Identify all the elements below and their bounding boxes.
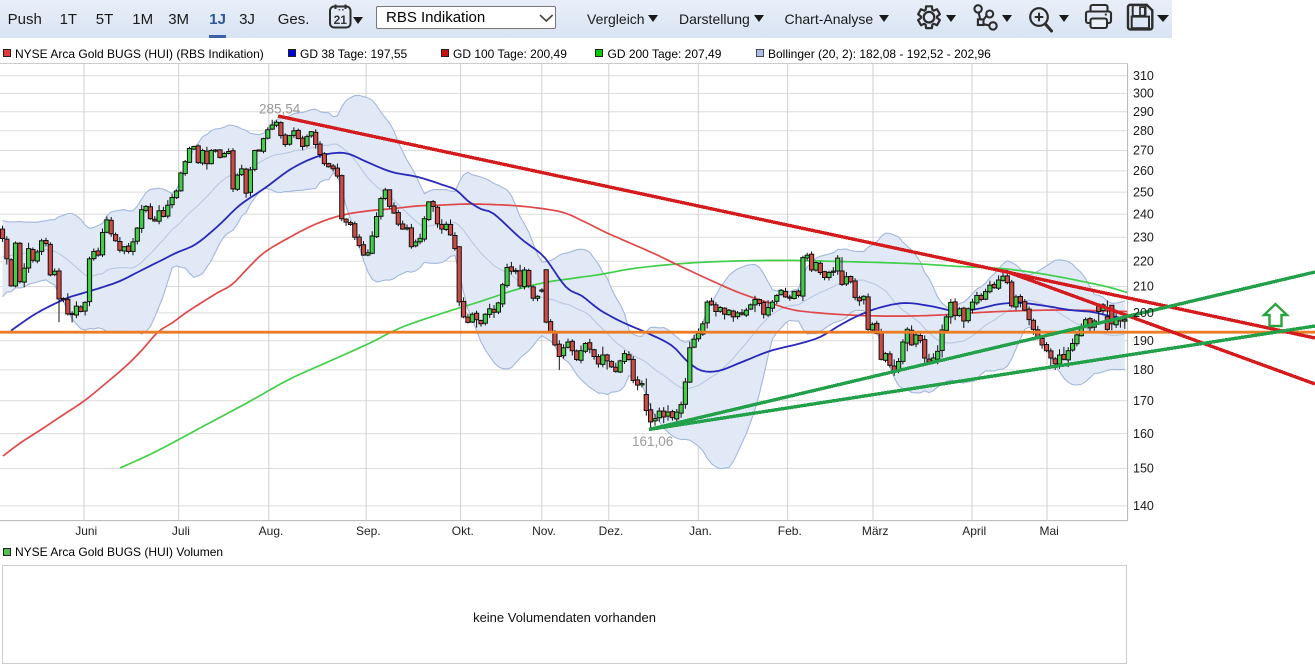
svg-text:300: 300	[1133, 87, 1154, 101]
svg-text:Dez.: Dez.	[599, 524, 624, 538]
svg-text:April: April	[962, 524, 986, 538]
svg-text:140: 140	[1133, 499, 1154, 513]
svg-text:260: 260	[1133, 164, 1154, 178]
svg-text:150: 150	[1133, 462, 1154, 476]
svg-text:190: 190	[1133, 334, 1154, 348]
svg-text:170: 170	[1133, 394, 1154, 408]
svg-text:161,06: 161,06	[632, 434, 673, 449]
svg-text:280: 280	[1133, 124, 1154, 138]
svg-text:Juli: Juli	[172, 524, 190, 538]
svg-text:Juni: Juni	[75, 524, 97, 538]
svg-text:180: 180	[1133, 363, 1154, 377]
svg-text:Nov.: Nov.	[532, 524, 556, 538]
svg-text:März: März	[862, 524, 889, 538]
svg-text:Feb.: Feb.	[778, 524, 802, 538]
svg-text:Aug.: Aug.	[259, 524, 284, 538]
svg-text:210: 210	[1133, 280, 1154, 294]
svg-text:250: 250	[1133, 185, 1154, 199]
svg-text:290: 290	[1133, 105, 1154, 119]
svg-text:270: 270	[1133, 144, 1154, 158]
svg-text:240: 240	[1133, 207, 1154, 221]
svg-text:230: 230	[1133, 230, 1154, 244]
svg-text:200: 200	[1133, 306, 1154, 320]
svg-text:Okt.: Okt.	[452, 524, 474, 538]
svg-text:Mai: Mai	[1040, 524, 1059, 538]
svg-text:Jan.: Jan.	[689, 524, 712, 538]
svg-text:310: 310	[1133, 69, 1154, 83]
svg-text:21: 21	[334, 13, 348, 27]
svg-text:Sep.: Sep.	[356, 524, 381, 538]
svg-text:285,54: 285,54	[259, 102, 301, 117]
svg-text:160: 160	[1133, 427, 1154, 441]
svg-text:220: 220	[1133, 255, 1154, 269]
